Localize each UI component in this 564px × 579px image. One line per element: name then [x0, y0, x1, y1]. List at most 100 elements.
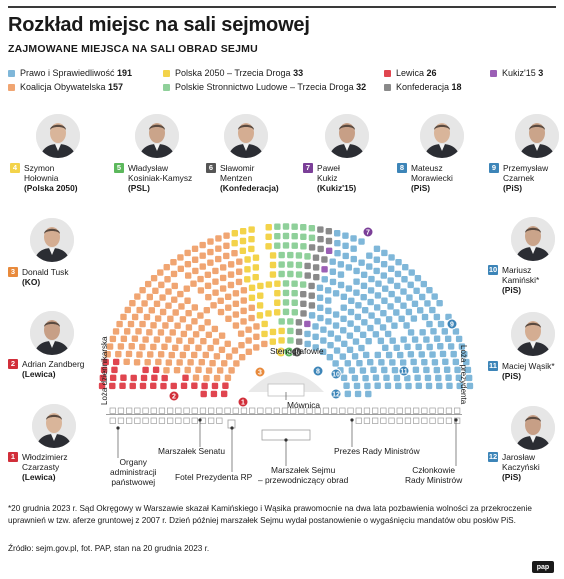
legend-swatch: [163, 69, 170, 77]
seat: [464, 366, 472, 374]
seat: [367, 359, 374, 366]
label-marszalek-senatu: Marszałek Senatu: [158, 446, 226, 456]
seat: [377, 337, 385, 345]
seat: [205, 331, 213, 339]
seat: [401, 276, 408, 283]
leader-dot: [350, 418, 354, 422]
seat: [157, 351, 165, 358]
seat: [218, 346, 226, 353]
seat: [366, 263, 373, 270]
seat: [278, 318, 285, 325]
seat-marker: [330, 388, 342, 400]
bench-line: [106, 414, 462, 415]
politician-photo: [511, 406, 555, 450]
seat: [183, 285, 190, 292]
label-stenografowie: Stenografowie: [270, 346, 324, 356]
seat-marker-number: 9: [450, 322, 454, 329]
seat: [431, 293, 438, 300]
seat: [389, 359, 396, 366]
seat: [421, 358, 428, 366]
seat: [381, 249, 388, 257]
seat: [182, 374, 189, 382]
leader-dot: [198, 418, 202, 422]
politician-name: Kukiz: [317, 173, 338, 183]
bench-seat: [363, 417, 371, 424]
seat: [224, 293, 232, 301]
seat: [373, 256, 381, 263]
bench-seat: [208, 417, 215, 424]
seat: [461, 351, 468, 358]
seat: [163, 367, 170, 374]
seat: [232, 322, 240, 329]
seat: [180, 382, 188, 390]
seat: [191, 318, 198, 325]
seat: [410, 315, 418, 322]
seat: [127, 320, 135, 328]
seat: [450, 350, 457, 358]
seat: [358, 238, 365, 245]
seat: [381, 366, 388, 374]
label-czlonkowie: Członkowie Rady Ministrów: [405, 465, 463, 485]
seat: [361, 319, 368, 326]
bench-seat: [322, 407, 330, 414]
seat: [163, 264, 170, 271]
seat: [287, 327, 294, 335]
seat: [287, 270, 294, 278]
bench-seat: [249, 407, 256, 414]
seat: [274, 223, 281, 230]
seat: [368, 275, 375, 283]
bench-seat: [150, 417, 157, 424]
seat: [231, 347, 239, 354]
seat: [463, 358, 470, 366]
seat: [184, 260, 192, 268]
seat: [257, 292, 264, 299]
seat: [184, 297, 191, 304]
seat: [219, 264, 227, 271]
seat: [150, 343, 157, 351]
seat: [362, 374, 369, 382]
seat: [388, 290, 395, 298]
bench-seat: [347, 407, 354, 414]
seat: [393, 344, 400, 351]
bench-seat: [134, 407, 141, 414]
seat: [359, 367, 367, 374]
label-mownica: Mównica: [287, 400, 321, 410]
seat: [321, 276, 328, 283]
politician-name: Kamiński*: [502, 275, 540, 285]
seat: [231, 239, 238, 247]
seat: [265, 310, 272, 317]
politician-number-badge: 7: [303, 163, 313, 173]
politician-name: Kosiniak-Kamysz: [128, 173, 193, 183]
bench-seat: [117, 407, 125, 414]
bench-seat: [306, 407, 313, 414]
seat: [304, 340, 311, 348]
legend-count: 191: [117, 68, 133, 78]
seat: [312, 333, 319, 340]
seat: [139, 286, 146, 294]
seat: [403, 322, 410, 329]
politician-caption: 5 Władysław Kosiniak-Kamysz (PSL): [114, 163, 192, 193]
seat: [412, 366, 420, 374]
seat: [199, 241, 206, 249]
politician-photo: [511, 217, 555, 261]
seat: [159, 308, 167, 316]
seat: [146, 293, 154, 301]
seat: [345, 264, 353, 271]
seat: [406, 294, 413, 301]
pap-logo: pap: [532, 561, 554, 573]
seat: [224, 374, 232, 382]
seat: [346, 346, 354, 353]
seat: [304, 330, 311, 338]
seat: [244, 266, 251, 273]
politician-name: Przemysław: [503, 163, 549, 173]
seat: [308, 244, 316, 251]
seat-marker-number: 5: [287, 350, 291, 357]
seat: [325, 318, 332, 325]
seat: [237, 330, 245, 337]
seat: [210, 390, 218, 398]
seat: [153, 300, 161, 308]
seat: [211, 325, 219, 333]
bench-seat: [134, 417, 141, 424]
seat: [198, 359, 205, 366]
seat: [204, 282, 212, 290]
